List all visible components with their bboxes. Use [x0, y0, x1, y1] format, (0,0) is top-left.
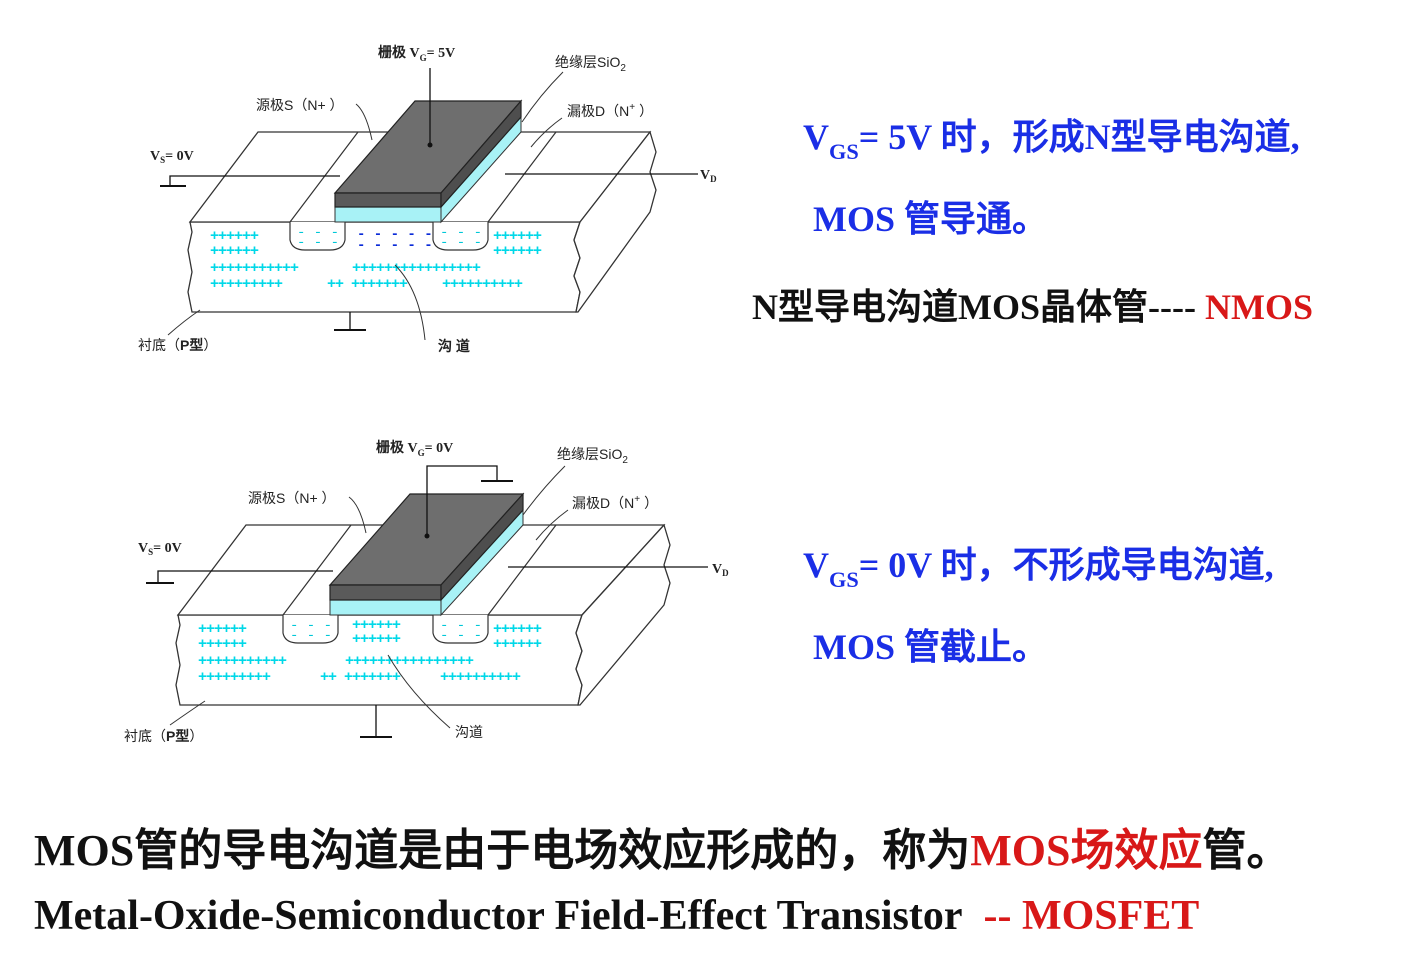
holes-row1-left: ++++++ — [210, 228, 259, 245]
channel-holes-1: ++++++ — [352, 617, 401, 634]
drain-electrons-2: - - - — [440, 628, 482, 644]
drain-electrons: - - - — [440, 618, 482, 634]
nmos-definition: N型导电沟道MOS晶体管---- NMOS — [752, 287, 1313, 327]
holes-row3-left: +++++++++++ — [198, 653, 287, 670]
channel-label: 沟 道 — [438, 338, 470, 354]
gate-contact-dot — [424, 533, 430, 539]
substrate-label: 衬底（P型） — [138, 337, 217, 353]
mos-field-effect-statement: MOS管的导电沟道是由于电场效应形成的，称为MOS场效应管。 — [34, 826, 1291, 875]
holes-row2-left: ++++++ — [198, 636, 247, 653]
gate-contact-dot — [427, 142, 433, 148]
source-electrons-2: - - - — [290, 628, 332, 644]
oxide-front — [334, 206, 442, 223]
holes-row4-left: +++++++++ — [198, 669, 271, 686]
channel-holes-2: ++++++ — [352, 631, 401, 648]
holes-row1-right: ++++++ — [493, 228, 542, 245]
holes-row4-mid: ++ +++++++ — [320, 669, 401, 686]
gate-side — [440, 492, 524, 602]
drain-n-well — [432, 615, 489, 644]
mosfet-full-name: Metal-Oxide-Semiconductor Field-Effect T… — [34, 893, 1200, 939]
vs-label: VS= 0V — [138, 541, 182, 557]
holes-row1-right: ++++++ — [493, 621, 542, 638]
drain-electrons: - - - — [440, 225, 482, 241]
source-electrons-2: - - - — [297, 235, 339, 251]
drain-label: 漏极D（N+） — [567, 102, 653, 119]
mos-diagram-on-svg: - - - - - - - - - - - - - - - - - - - - … — [138, 44, 717, 354]
drain-n-well — [432, 222, 489, 251]
source-label: 源极S（N+ ） — [248, 490, 336, 506]
substrate-right-face — [573, 130, 657, 313]
gate-front — [334, 192, 442, 208]
oxide-label: 绝缘层SiO2 — [557, 446, 628, 466]
holes-row4-right: ++++++++++ — [442, 276, 523, 293]
holes-row1-left: ++++++ — [198, 621, 247, 638]
vgs-0v-statement: VGS= 0V 时，不形成导电沟道, — [803, 545, 1274, 593]
source-n-well — [289, 222, 346, 251]
channel-electrons: - - - - - — [357, 227, 433, 243]
oxide-front — [329, 599, 442, 616]
holes-row2-right: ++++++ — [493, 243, 542, 260]
mos-off-statement: MOS 管截止。 — [813, 627, 1049, 667]
gate-side — [440, 99, 522, 209]
holes-row4-right: ++++++++++ — [440, 669, 521, 686]
vgs-5v-statement: VGS= 5V 时，形成N型导电沟道, — [803, 117, 1300, 165]
source-label: 源极S（N+ ） — [256, 97, 344, 113]
nmos-term: NMOS — [1204, 287, 1313, 327]
oxide-label: 绝缘层SiO2 — [555, 54, 626, 74]
channel-label: 沟道 — [455, 724, 483, 740]
holes-row3-right: ++++++++++++++++ — [345, 653, 474, 670]
holes-row2-left: ++++++ — [210, 243, 259, 260]
vd-label: VD — [700, 168, 717, 184]
mos-diagram-off: - - - - - - - - - - - - ++++++ ++++++ ++… — [0, 393, 760, 773]
source-n-well — [282, 615, 339, 644]
substrate-right-face — [575, 523, 671, 706]
holes-row2-right: ++++++ — [493, 636, 542, 653]
vd-label: VD — [712, 562, 729, 578]
holes-row3-left: +++++++++++ — [210, 260, 299, 277]
gate-label: 栅极 VG= 0V — [376, 439, 453, 458]
source-electrons: - - - — [297, 225, 339, 241]
vs-label: VS= 0V — [150, 149, 194, 165]
mos-diagram-off-svg: - - - - - - - - - - - - ++++++ ++++++ ++… — [124, 439, 729, 744]
channel-electrons-2: - - - - - — [357, 238, 433, 254]
drain-label: 漏极D（N+） — [572, 494, 658, 511]
mos-diagram-on: - - - - - - - - - - - - - - - - - - - - … — [0, 0, 760, 380]
holes-row3-right: ++++++++++++++++ — [352, 260, 481, 277]
source-electrons: - - - — [290, 618, 332, 634]
drain-electrons-2: - - - — [440, 235, 482, 251]
holes-row4-left: +++++++++ — [210, 276, 283, 293]
holes-row4-mid: ++ +++++++ — [327, 276, 408, 293]
substrate-label: 衬底（P型） — [124, 728, 203, 744]
mos-on-statement: MOS 管导通。 — [813, 199, 1049, 239]
gate-label: 栅极 VG= 5V — [378, 44, 455, 63]
gate-front — [329, 584, 442, 601]
